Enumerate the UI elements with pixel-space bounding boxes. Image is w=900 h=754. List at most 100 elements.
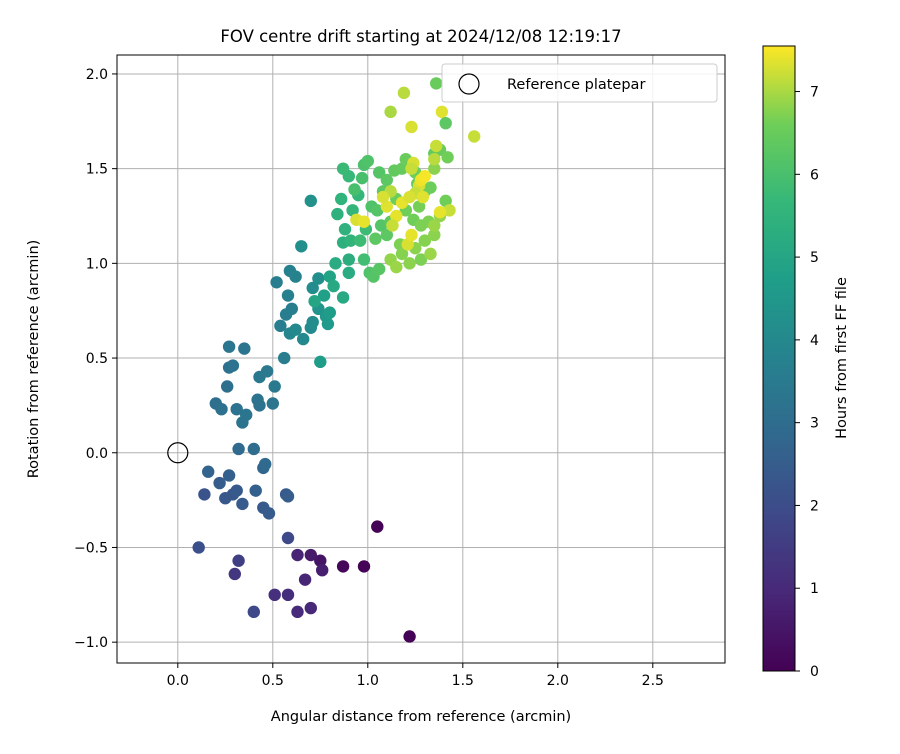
x-tick-label: 1.5	[452, 673, 474, 689]
data-point	[291, 548, 304, 562]
data-point	[262, 507, 276, 520]
data-point	[390, 209, 403, 223]
data-point	[317, 289, 331, 302]
data-point	[314, 554, 327, 567]
data-point	[222, 469, 236, 482]
legend-marker-icon	[458, 73, 480, 95]
data-point	[251, 393, 264, 406]
data-point	[405, 120, 418, 134]
data-point	[291, 605, 304, 619]
legend-box	[441, 63, 718, 103]
data-point	[354, 234, 367, 247]
data-point	[221, 380, 234, 393]
data-point	[338, 223, 352, 236]
x-tick-label: 1.0	[357, 673, 379, 689]
x-axis-ticks: 0.0 0.5 1.0 1.5 2.0 2.5	[167, 663, 664, 689]
data-point	[321, 317, 335, 331]
y-tick-label: 1.0	[86, 256, 108, 272]
data-point	[213, 476, 226, 490]
data-point	[403, 630, 416, 643]
data-point	[240, 408, 253, 422]
colorbar-tick-label: 2	[810, 498, 819, 514]
data-point	[418, 234, 431, 247]
legend-label: Reference platepar	[507, 77, 645, 93]
data-point	[236, 497, 249, 511]
data-point	[336, 162, 350, 175]
x-axis-label: Angular distance from reference (arcmin)	[271, 709, 571, 725]
data-point	[418, 170, 431, 183]
data-point	[428, 228, 441, 242]
data-point	[403, 190, 416, 204]
data-point	[192, 541, 205, 554]
x-tick-label: 2.0	[547, 673, 569, 689]
data-point	[289, 323, 302, 336]
data-point	[281, 588, 295, 602]
x-tick-label: 2.5	[642, 673, 664, 689]
data-point	[327, 279, 340, 293]
colorbar-gradient	[762, 45, 796, 672]
data-point	[468, 130, 481, 143]
data-point	[238, 342, 251, 355]
data-point	[357, 215, 371, 228]
data-point	[228, 567, 241, 581]
colorbar-tick-label: 3	[810, 416, 819, 432]
data-point	[304, 194, 317, 208]
data-point	[281, 531, 295, 545]
data-point	[336, 560, 350, 573]
data-point	[414, 253, 428, 266]
data-point	[270, 276, 283, 289]
data-point	[412, 200, 426, 213]
data-point	[304, 548, 317, 562]
data-point	[285, 302, 298, 316]
y-tick-label: −1.0	[74, 635, 108, 651]
data-point	[260, 365, 274, 378]
data-point	[374, 219, 388, 232]
data-point	[202, 465, 215, 478]
data-point	[371, 520, 384, 533]
data-point	[348, 183, 361, 196]
colorbar-tick-label: 4	[810, 333, 819, 349]
data-point	[395, 247, 409, 261]
y-tick-label: 2.0	[86, 67, 108, 83]
data-point	[357, 253, 371, 266]
data-points	[192, 77, 481, 643]
data-point	[401, 238, 414, 251]
data-point	[316, 563, 329, 577]
data-point	[230, 484, 243, 497]
data-point	[443, 204, 456, 217]
data-point	[386, 219, 399, 232]
data-point	[405, 162, 418, 175]
data-point	[357, 560, 371, 573]
data-point	[384, 105, 397, 119]
data-point	[416, 190, 430, 204]
colorbar-ticks: 0 1 2 3 4 5 6 7	[795, 85, 819, 680]
legend: Reference platepar	[441, 63, 718, 103]
x-tick-label: 0.0	[167, 673, 189, 689]
y-axis-ticks: −1.0 −0.5 0.0 0.5 1.0 1.5 2.0	[74, 67, 117, 651]
data-point	[232, 442, 245, 456]
data-point	[289, 270, 302, 283]
data-point	[281, 289, 295, 302]
data-point	[380, 173, 393, 187]
data-point	[312, 272, 325, 285]
reference-platepar-marker	[167, 442, 189, 464]
plot-frame	[116, 54, 726, 664]
data-point	[323, 270, 336, 283]
data-point	[369, 232, 382, 245]
x-tick-label: 0.5	[262, 673, 284, 689]
data-point	[297, 332, 310, 346]
data-point	[247, 605, 260, 619]
data-point	[390, 260, 403, 274]
colorbar-tick-label: 5	[810, 250, 819, 266]
data-point	[268, 380, 281, 393]
data-point	[380, 228, 393, 242]
data-point	[295, 240, 308, 253]
y-tick-label: 0.5	[86, 351, 108, 367]
data-point	[268, 588, 281, 602]
data-point	[424, 181, 437, 194]
data-point	[428, 162, 441, 175]
data-point	[346, 204, 359, 217]
data-point	[439, 116, 452, 130]
data-point	[266, 397, 279, 410]
